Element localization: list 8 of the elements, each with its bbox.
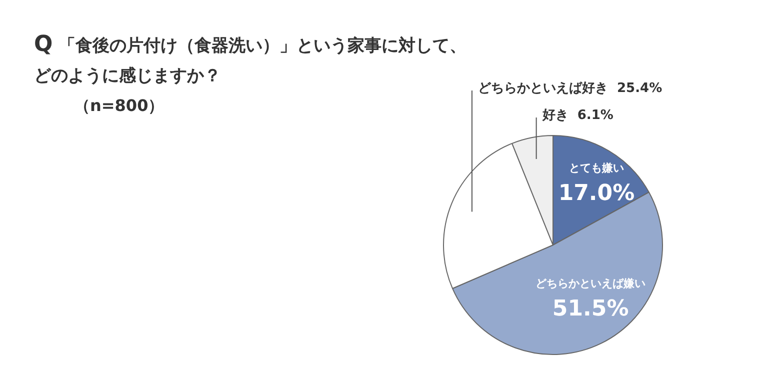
text: Q「食後の片付け（食器洗い）」という家事に対して、どのように感じますか？ (34, 32, 467, 86)
text: （n=800） (74, 96, 164, 117)
slice-label: どちらかといえば嫌い (536, 276, 646, 290)
slice-label: どちらかといえば好き 25.4% (478, 80, 662, 96)
slice-label: 好き 6.1% (541, 108, 614, 123)
slice-label: とても嫌い (568, 161, 624, 174)
data-label: 17.0% (558, 181, 635, 206)
data-label: 51.5% (552, 296, 629, 322)
